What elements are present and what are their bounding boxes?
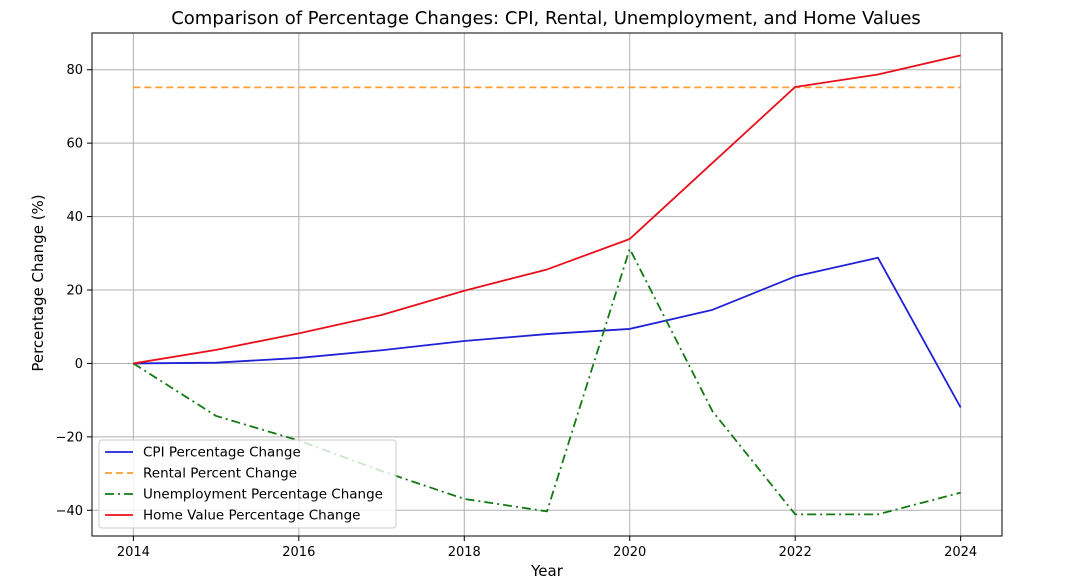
series-line-0 xyxy=(133,256,962,408)
series-lines xyxy=(132,54,962,516)
legend-label-1: Rental Percent Change xyxy=(143,466,297,482)
legend-box xyxy=(98,439,397,529)
x-tick-label: 2016 xyxy=(282,545,315,560)
series-line-2 xyxy=(132,247,961,516)
y-tick-label: 80 xyxy=(66,63,83,78)
tick-labels: 2014 2016 2018 2020 2022 2024 −40 −20 0 20 40 60 80 xyxy=(56,63,978,560)
y-axis-title: Percentage Change (%) xyxy=(29,194,47,371)
y-tick-label: 40 xyxy=(66,210,83,225)
legend-label-3: Home Value Percentage Change xyxy=(143,508,360,524)
y-tick-label: 0 xyxy=(75,357,83,372)
x-tick-label: 2022 xyxy=(779,545,812,560)
y-tick-label: −20 xyxy=(56,430,83,445)
grid xyxy=(92,33,1002,536)
x-axis-title: Year xyxy=(530,562,564,580)
x-tick-label: 2020 xyxy=(613,545,646,560)
y-tick-label: 60 xyxy=(66,137,83,152)
legend-label-2: Unemployment Percentage Change xyxy=(143,487,383,503)
x-tick-label: 2014 xyxy=(117,545,150,560)
axes xyxy=(87,32,1003,541)
legend-label-0: CPI Percentage Change xyxy=(143,445,301,461)
y-tick-label: −40 xyxy=(56,504,83,519)
series-line-3 xyxy=(133,54,961,365)
legend: CPI Percentage Change Rental Percent Chan… xyxy=(98,439,397,529)
chart-title: Comparison of Percentage Changes: CPI, R… xyxy=(171,8,921,29)
x-tick-label: 2024 xyxy=(944,545,977,560)
plot-frame xyxy=(91,32,1003,537)
x-tick-label: 2018 xyxy=(448,545,481,560)
y-tick-label: 20 xyxy=(66,284,83,299)
